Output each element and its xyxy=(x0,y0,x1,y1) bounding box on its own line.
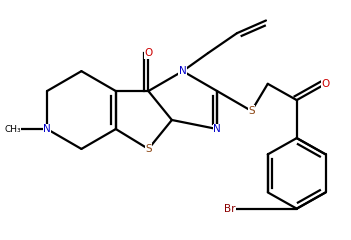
Text: S: S xyxy=(145,144,152,154)
Text: N: N xyxy=(179,66,187,76)
Text: O: O xyxy=(144,48,152,58)
Text: N: N xyxy=(43,124,51,134)
Text: Br: Br xyxy=(224,204,236,214)
Text: O: O xyxy=(322,79,330,89)
Text: CH₃: CH₃ xyxy=(4,125,21,133)
Text: S: S xyxy=(248,106,255,116)
Text: N: N xyxy=(213,124,221,134)
